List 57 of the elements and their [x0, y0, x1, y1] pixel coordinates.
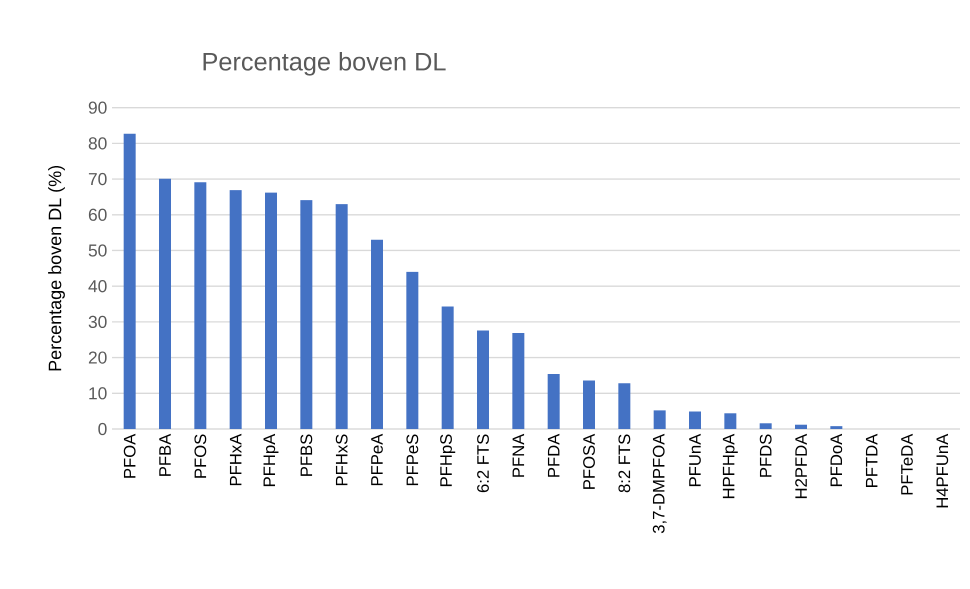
- y-tick-label: 20: [88, 351, 107, 364]
- x-tick-label: PFHpS: [440, 434, 456, 486]
- bar: [724, 413, 736, 429]
- bar: [194, 182, 206, 429]
- bar: [371, 240, 384, 429]
- y-tick-label: 90: [88, 102, 107, 114]
- x-tick-label: PFTDA: [866, 434, 878, 487]
- x-tick-label: PFDoA: [830, 434, 842, 486]
- x-tick-label: PFPeS: [406, 434, 418, 486]
- y-tick-label: 80: [88, 137, 107, 150]
- bar: [618, 383, 630, 429]
- x-tick-label: PFBA: [159, 434, 171, 476]
- x-tick-label: PFBS: [300, 434, 312, 476]
- x-tick-label: PFOA: [124, 434, 136, 478]
- bar: [512, 332, 524, 429]
- x-tick-label: 3,7-DMPFOA: [652, 434, 667, 534]
- y-tick-label: 40: [88, 280, 107, 292]
- chart-title: Percentage boven DL: [204, 52, 446, 76]
- x-tick-label: HPFHpA: [722, 434, 738, 498]
- y-tick-label: 70: [88, 172, 107, 186]
- bar: [336, 204, 348, 429]
- bar: [265, 192, 278, 429]
- bar: [583, 380, 596, 429]
- y-tick-label: 10: [89, 387, 107, 400]
- x-tick-label: PFTeDA: [901, 434, 913, 494]
- x-tick-label: PFDS: [760, 434, 772, 477]
- bar: [654, 410, 666, 429]
- x-tick-label: PFHpA: [264, 434, 278, 486]
- bar: [477, 330, 490, 429]
- x-tick-label: PFDA: [548, 434, 560, 477]
- x-tick-label: H4PFUnA: [936, 434, 948, 508]
- x-tick-label: H2PFDA: [795, 434, 807, 498]
- bar: [760, 423, 772, 429]
- x-tick-label: PFHxS: [336, 434, 348, 486]
- y-axis-title: Percentage boven DL (%): [48, 166, 65, 370]
- x-tick-label: PFNA: [512, 434, 524, 477]
- x-tick-label: PFOS: [194, 434, 206, 478]
- bar: [406, 272, 418, 429]
- bar: [159, 178, 172, 429]
- y-tick-label: 50: [88, 244, 107, 257]
- x-tick-label: PFPeA: [371, 434, 383, 486]
- y-tick-label: 60: [88, 208, 107, 221]
- y-tick-label: 0: [98, 422, 107, 436]
- bar: [300, 200, 312, 429]
- x-tick-label: 8:2 FTS: [618, 434, 630, 492]
- x-tick-label: PFHxA: [230, 434, 242, 486]
- bar: [689, 412, 702, 429]
- x-tick-label: PFUnA: [689, 434, 701, 486]
- x-tick-label: 6:2 FTS: [477, 434, 489, 492]
- bar: [830, 426, 842, 429]
- bar: [795, 424, 808, 429]
- bar: [548, 374, 560, 429]
- bar: [124, 134, 136, 429]
- bar: [442, 306, 454, 429]
- bar: [230, 190, 242, 429]
- y-tick-label: 30: [88, 316, 107, 328]
- x-tick-label: PFOSA: [583, 434, 595, 489]
